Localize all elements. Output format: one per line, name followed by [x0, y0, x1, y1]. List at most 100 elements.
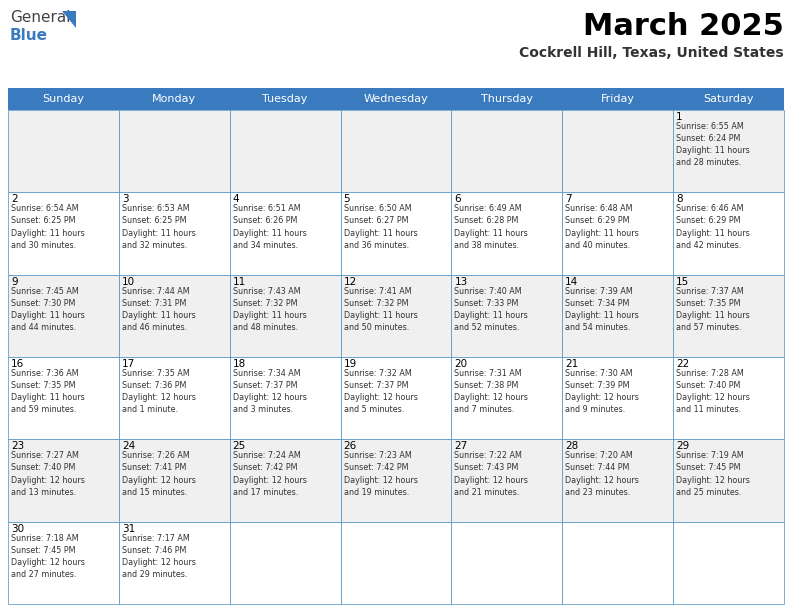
Text: Thursday: Thursday: [481, 94, 533, 104]
Text: Sunrise: 7:34 AM
Sunset: 7:37 PM
Daylight: 12 hours
and 3 minutes.: Sunrise: 7:34 AM Sunset: 7:37 PM Dayligh…: [233, 369, 307, 414]
Text: 20: 20: [455, 359, 467, 369]
Bar: [451, 521, 562, 604]
Bar: [230, 521, 341, 604]
Text: Sunrise: 7:35 AM
Sunset: 7:36 PM
Daylight: 12 hours
and 1 minute.: Sunrise: 7:35 AM Sunset: 7:36 PM Dayligh…: [122, 369, 196, 414]
Text: Tuesday: Tuesday: [262, 94, 308, 104]
Text: Sunrise: 7:18 AM
Sunset: 7:45 PM
Daylight: 12 hours
and 27 minutes.: Sunrise: 7:18 AM Sunset: 7:45 PM Dayligh…: [11, 534, 85, 579]
Text: Sunrise: 7:26 AM
Sunset: 7:41 PM
Daylight: 12 hours
and 15 minutes.: Sunrise: 7:26 AM Sunset: 7:41 PM Dayligh…: [122, 451, 196, 497]
Text: Sunrise: 6:46 AM
Sunset: 6:29 PM
Daylight: 11 hours
and 42 minutes.: Sunrise: 6:46 AM Sunset: 6:29 PM Dayligh…: [676, 204, 750, 250]
Text: Sunrise: 7:22 AM
Sunset: 7:43 PM
Daylight: 12 hours
and 21 minutes.: Sunrise: 7:22 AM Sunset: 7:43 PM Dayligh…: [455, 451, 528, 497]
Text: Sunrise: 7:40 AM
Sunset: 7:33 PM
Daylight: 11 hours
and 52 minutes.: Sunrise: 7:40 AM Sunset: 7:33 PM Dayligh…: [455, 286, 528, 332]
Text: 14: 14: [565, 277, 578, 286]
Text: 21: 21: [565, 359, 578, 369]
Bar: [673, 357, 784, 439]
Text: Sunrise: 6:54 AM
Sunset: 6:25 PM
Daylight: 11 hours
and 30 minutes.: Sunrise: 6:54 AM Sunset: 6:25 PM Dayligh…: [11, 204, 85, 250]
Bar: [119, 192, 230, 275]
Text: Sunrise: 6:53 AM
Sunset: 6:25 PM
Daylight: 11 hours
and 32 minutes.: Sunrise: 6:53 AM Sunset: 6:25 PM Dayligh…: [122, 204, 196, 250]
Bar: [8, 88, 784, 110]
Text: Sunrise: 7:28 AM
Sunset: 7:40 PM
Daylight: 12 hours
and 11 minutes.: Sunrise: 7:28 AM Sunset: 7:40 PM Dayligh…: [676, 369, 750, 414]
Text: Sunrise: 7:20 AM
Sunset: 7:44 PM
Daylight: 12 hours
and 23 minutes.: Sunrise: 7:20 AM Sunset: 7:44 PM Dayligh…: [565, 451, 639, 497]
Bar: [341, 275, 451, 357]
Text: 18: 18: [233, 359, 246, 369]
Text: Sunrise: 7:30 AM
Sunset: 7:39 PM
Daylight: 12 hours
and 9 minutes.: Sunrise: 7:30 AM Sunset: 7:39 PM Dayligh…: [565, 369, 639, 414]
Bar: [451, 192, 562, 275]
Text: Wednesday: Wednesday: [364, 94, 428, 104]
Text: Sunday: Sunday: [43, 94, 85, 104]
Text: Sunrise: 7:44 AM
Sunset: 7:31 PM
Daylight: 11 hours
and 46 minutes.: Sunrise: 7:44 AM Sunset: 7:31 PM Dayligh…: [122, 286, 196, 332]
Bar: [451, 275, 562, 357]
Bar: [230, 275, 341, 357]
Bar: [341, 357, 451, 439]
Text: Sunrise: 7:17 AM
Sunset: 7:46 PM
Daylight: 12 hours
and 29 minutes.: Sunrise: 7:17 AM Sunset: 7:46 PM Dayligh…: [122, 534, 196, 579]
Bar: [673, 521, 784, 604]
Bar: [341, 521, 451, 604]
Bar: [673, 275, 784, 357]
Text: Friday: Friday: [600, 94, 634, 104]
Text: 24: 24: [122, 441, 135, 451]
Text: Sunrise: 7:39 AM
Sunset: 7:34 PM
Daylight: 11 hours
and 54 minutes.: Sunrise: 7:39 AM Sunset: 7:34 PM Dayligh…: [565, 286, 639, 332]
Text: 19: 19: [344, 359, 357, 369]
Text: 3: 3: [122, 195, 128, 204]
Bar: [562, 275, 673, 357]
Text: Sunrise: 7:43 AM
Sunset: 7:32 PM
Daylight: 11 hours
and 48 minutes.: Sunrise: 7:43 AM Sunset: 7:32 PM Dayligh…: [233, 286, 307, 332]
Text: 12: 12: [344, 277, 357, 286]
Text: 2: 2: [11, 195, 17, 204]
Text: 30: 30: [11, 524, 24, 534]
Bar: [8, 275, 119, 357]
Bar: [8, 439, 119, 521]
Text: Sunrise: 6:51 AM
Sunset: 6:26 PM
Daylight: 11 hours
and 34 minutes.: Sunrise: 6:51 AM Sunset: 6:26 PM Dayligh…: [233, 204, 307, 250]
Text: Sunrise: 6:49 AM
Sunset: 6:28 PM
Daylight: 11 hours
and 38 minutes.: Sunrise: 6:49 AM Sunset: 6:28 PM Dayligh…: [455, 204, 528, 250]
Text: Sunrise: 6:50 AM
Sunset: 6:27 PM
Daylight: 11 hours
and 36 minutes.: Sunrise: 6:50 AM Sunset: 6:27 PM Dayligh…: [344, 204, 417, 250]
Bar: [119, 439, 230, 521]
Text: Sunrise: 7:19 AM
Sunset: 7:45 PM
Daylight: 12 hours
and 25 minutes.: Sunrise: 7:19 AM Sunset: 7:45 PM Dayligh…: [676, 451, 750, 497]
Text: 25: 25: [233, 441, 246, 451]
Text: 26: 26: [344, 441, 357, 451]
Bar: [341, 439, 451, 521]
Text: 22: 22: [676, 359, 689, 369]
Text: 31: 31: [122, 524, 135, 534]
Text: Sunrise: 7:45 AM
Sunset: 7:30 PM
Daylight: 11 hours
and 44 minutes.: Sunrise: 7:45 AM Sunset: 7:30 PM Dayligh…: [11, 286, 85, 332]
Bar: [8, 110, 119, 192]
Text: Sunrise: 6:48 AM
Sunset: 6:29 PM
Daylight: 11 hours
and 40 minutes.: Sunrise: 6:48 AM Sunset: 6:29 PM Dayligh…: [565, 204, 639, 250]
Bar: [451, 439, 562, 521]
Text: 16: 16: [11, 359, 25, 369]
Text: 13: 13: [455, 277, 468, 286]
Bar: [119, 275, 230, 357]
Polygon shape: [62, 11, 76, 28]
Text: Sunrise: 7:32 AM
Sunset: 7:37 PM
Daylight: 12 hours
and 5 minutes.: Sunrise: 7:32 AM Sunset: 7:37 PM Dayligh…: [344, 369, 417, 414]
Text: 27: 27: [455, 441, 468, 451]
Text: 4: 4: [233, 195, 239, 204]
Bar: [119, 521, 230, 604]
Bar: [119, 110, 230, 192]
Text: 29: 29: [676, 441, 689, 451]
Bar: [451, 357, 562, 439]
Text: Sunrise: 7:27 AM
Sunset: 7:40 PM
Daylight: 12 hours
and 13 minutes.: Sunrise: 7:27 AM Sunset: 7:40 PM Dayligh…: [11, 451, 85, 497]
Text: Sunrise: 7:36 AM
Sunset: 7:35 PM
Daylight: 11 hours
and 59 minutes.: Sunrise: 7:36 AM Sunset: 7:35 PM Dayligh…: [11, 369, 85, 414]
Bar: [673, 439, 784, 521]
Bar: [8, 521, 119, 604]
Bar: [230, 357, 341, 439]
Text: 23: 23: [11, 441, 25, 451]
Text: General: General: [10, 10, 70, 25]
Text: 17: 17: [122, 359, 135, 369]
Text: Sunrise: 7:37 AM
Sunset: 7:35 PM
Daylight: 11 hours
and 57 minutes.: Sunrise: 7:37 AM Sunset: 7:35 PM Dayligh…: [676, 286, 750, 332]
Text: 28: 28: [565, 441, 578, 451]
Bar: [230, 439, 341, 521]
Text: 8: 8: [676, 195, 683, 204]
Bar: [562, 192, 673, 275]
Text: Sunrise: 7:24 AM
Sunset: 7:42 PM
Daylight: 12 hours
and 17 minutes.: Sunrise: 7:24 AM Sunset: 7:42 PM Dayligh…: [233, 451, 307, 497]
Text: 7: 7: [565, 195, 572, 204]
Bar: [562, 110, 673, 192]
Bar: [230, 192, 341, 275]
Bar: [341, 110, 451, 192]
Text: Sunrise: 6:55 AM
Sunset: 6:24 PM
Daylight: 11 hours
and 28 minutes.: Sunrise: 6:55 AM Sunset: 6:24 PM Dayligh…: [676, 122, 750, 168]
Bar: [451, 110, 562, 192]
Text: Blue: Blue: [10, 28, 48, 43]
Bar: [8, 357, 119, 439]
Bar: [562, 439, 673, 521]
Text: Cockrell Hill, Texas, United States: Cockrell Hill, Texas, United States: [520, 46, 784, 60]
Bar: [8, 192, 119, 275]
Bar: [673, 192, 784, 275]
Bar: [230, 110, 341, 192]
Text: 11: 11: [233, 277, 246, 286]
